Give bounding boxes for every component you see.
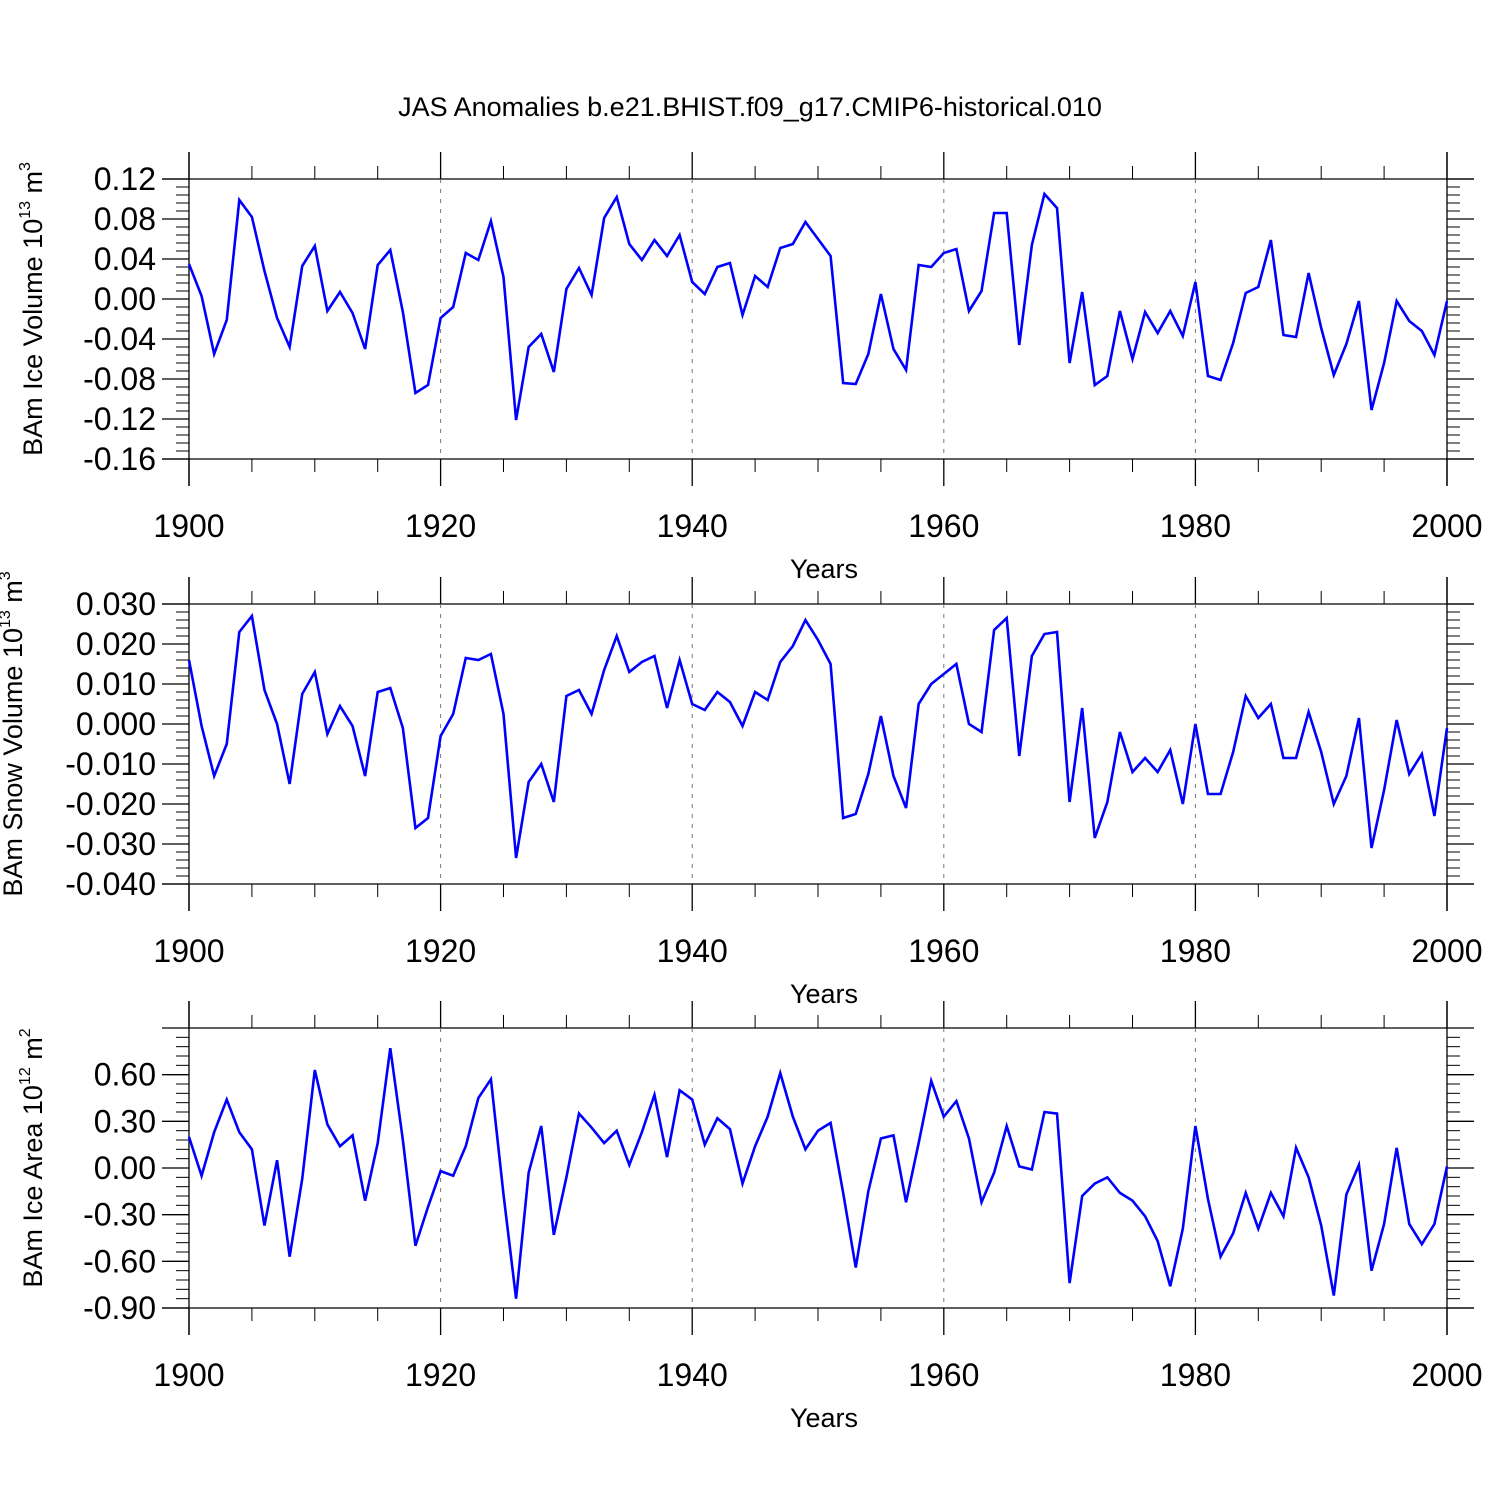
series-line <box>187 612 1449 859</box>
x-tick-label: 1940 <box>657 508 728 544</box>
y-tick-label: 0.60 <box>94 1057 156 1093</box>
y-tick-label: -0.030 <box>65 826 156 862</box>
y-tick-label: -0.020 <box>65 786 156 822</box>
y-tick-label: -0.30 <box>83 1197 156 1233</box>
x-axis-label: Years <box>790 1403 858 1433</box>
panels: 1900 1920 1940 1960 1980 2000 -0.16 -0.12 -0.08 -… <box>0 152 1483 1433</box>
x-tick-label: 1920 <box>405 1357 476 1393</box>
y-axis-label: BAm Ice Area 1012 m2 <box>17 1028 48 1287</box>
y-tick-label: -0.08 <box>83 361 156 397</box>
x-tick-label: 1980 <box>1160 933 1231 969</box>
series-line <box>187 191 1449 421</box>
x-tick-label: 1980 <box>1160 508 1231 544</box>
x-tick-label: 1920 <box>405 933 476 969</box>
y-axis-label: BAm Snow Volume 1013 m3 <box>0 571 28 896</box>
chart-title: JAS Anomalies b.e21.BHIST.f09_g17.CMIP6-… <box>398 92 1102 122</box>
x-tick-label: 2000 <box>1411 933 1482 969</box>
y-tick-label: -0.16 <box>83 441 156 477</box>
y-tick-label: 0.04 <box>94 241 156 277</box>
x-tick-label: 2000 <box>1411 508 1482 544</box>
y-tick-label: -0.040 <box>65 866 156 902</box>
x-tick-label: 1980 <box>1160 1357 1231 1393</box>
x-tick-label: 1920 <box>405 508 476 544</box>
y-tick-label: -0.60 <box>83 1243 156 1279</box>
x-tick-label: 1940 <box>657 1357 728 1393</box>
panel-ice-area: 1900 1920 1940 1960 1980 2000 -0.90 -0.60 -0.30 0… <box>17 1001 1483 1433</box>
x-tick-label: 1900 <box>153 933 224 969</box>
x-tick-label: 1940 <box>657 933 728 969</box>
x-axis-label: Years <box>790 979 858 1009</box>
y-tick-label: 0.00 <box>94 1150 156 1186</box>
y-tick-label: 0.08 <box>94 201 156 237</box>
x-tick-label: 1900 <box>153 508 224 544</box>
panel-ice-volume: 1900 1920 1940 1960 1980 2000 -0.16 -0.12 -0.08 -… <box>17 152 1483 584</box>
y-tick-label: -0.90 <box>83 1290 156 1326</box>
x-tick-label: 1960 <box>908 1357 979 1393</box>
y-tick-label: 0.12 <box>94 161 156 197</box>
x-tick-label: 1960 <box>908 933 979 969</box>
series-line <box>187 1048 1449 1299</box>
y-tick-label: 0.000 <box>76 706 156 742</box>
x-tick-label: 1900 <box>153 1357 224 1393</box>
y-tick-label: 0.00 <box>94 281 156 317</box>
y-tick-label: 0.010 <box>76 666 156 702</box>
y-tick-label: -0.010 <box>65 746 156 782</box>
y-tick-label: 0.020 <box>76 626 156 662</box>
y-axis-label: BAm Ice Volume 1013 m3 <box>17 162 48 456</box>
y-tick-label: -0.04 <box>83 321 156 357</box>
panel-snow-volume: 1900 1920 1940 1960 1980 2000 -0.040 -0.030 -0.0… <box>0 571 1483 1009</box>
x-tick-label: 1960 <box>908 508 979 544</box>
y-tick-label: 0.030 <box>76 586 156 622</box>
y-tick-label: 0.30 <box>94 1103 156 1139</box>
x-axis-label: Years <box>790 554 858 584</box>
x-tick-label: 2000 <box>1411 1357 1482 1393</box>
y-tick-label: -0.12 <box>83 401 156 437</box>
